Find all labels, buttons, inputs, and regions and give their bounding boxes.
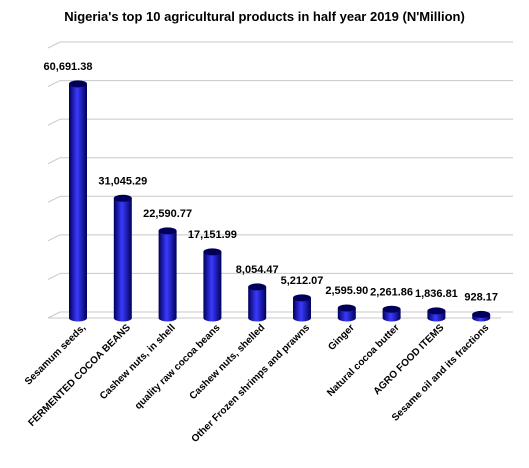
bar-top <box>293 294 311 302</box>
category-label: Ginger <box>326 322 357 353</box>
data-label: 1,836.81 <box>415 288 458 300</box>
bar-top <box>472 310 491 318</box>
bar <box>113 198 132 322</box>
gridline-wall <box>47 272 61 280</box>
chart-title: Nigeria's top 10 agricultural products i… <box>64 9 465 24</box>
bar <box>203 251 222 322</box>
bar-top <box>113 194 132 202</box>
data-label: 5,212.07 <box>281 275 324 287</box>
gridline-wall <box>47 80 61 88</box>
data-label: 17,151.99 <box>188 229 237 241</box>
bar <box>248 286 267 322</box>
data-label: 8,054.47 <box>236 264 279 276</box>
gridline-wall <box>47 118 61 126</box>
bar-top <box>69 80 87 88</box>
bar <box>158 230 177 322</box>
gridline-wall <box>47 195 61 203</box>
bar <box>382 309 401 322</box>
data-label: 2,261.86 <box>370 286 413 298</box>
gridline-wall <box>47 311 61 319</box>
bar-top <box>158 227 177 235</box>
category-label: Sesame oil and its fractions <box>390 322 492 424</box>
category-label: Cashew nuts, shelled <box>188 322 268 402</box>
bar <box>337 307 356 322</box>
bar-top <box>248 283 267 291</box>
data-label: 31,045.29 <box>98 175 147 187</box>
category-label: quality raw cocoa beans <box>133 322 223 412</box>
category-label: Cashew nuts, in shell <box>98 322 178 402</box>
bar <box>69 83 87 322</box>
data-label: 2,595.90 <box>325 285 368 297</box>
gridline-wall <box>47 41 61 49</box>
bar-top <box>427 307 446 315</box>
bar <box>293 297 311 322</box>
data-label: 928.17 <box>464 291 498 303</box>
data-label: 60,691.38 <box>44 61 93 73</box>
bar-top <box>203 248 222 256</box>
bar-top <box>337 304 356 312</box>
gridline-wall <box>47 157 61 165</box>
gridline-wall <box>47 234 61 242</box>
data-label: 22,590.77 <box>143 208 192 220</box>
bar-top <box>382 305 401 313</box>
